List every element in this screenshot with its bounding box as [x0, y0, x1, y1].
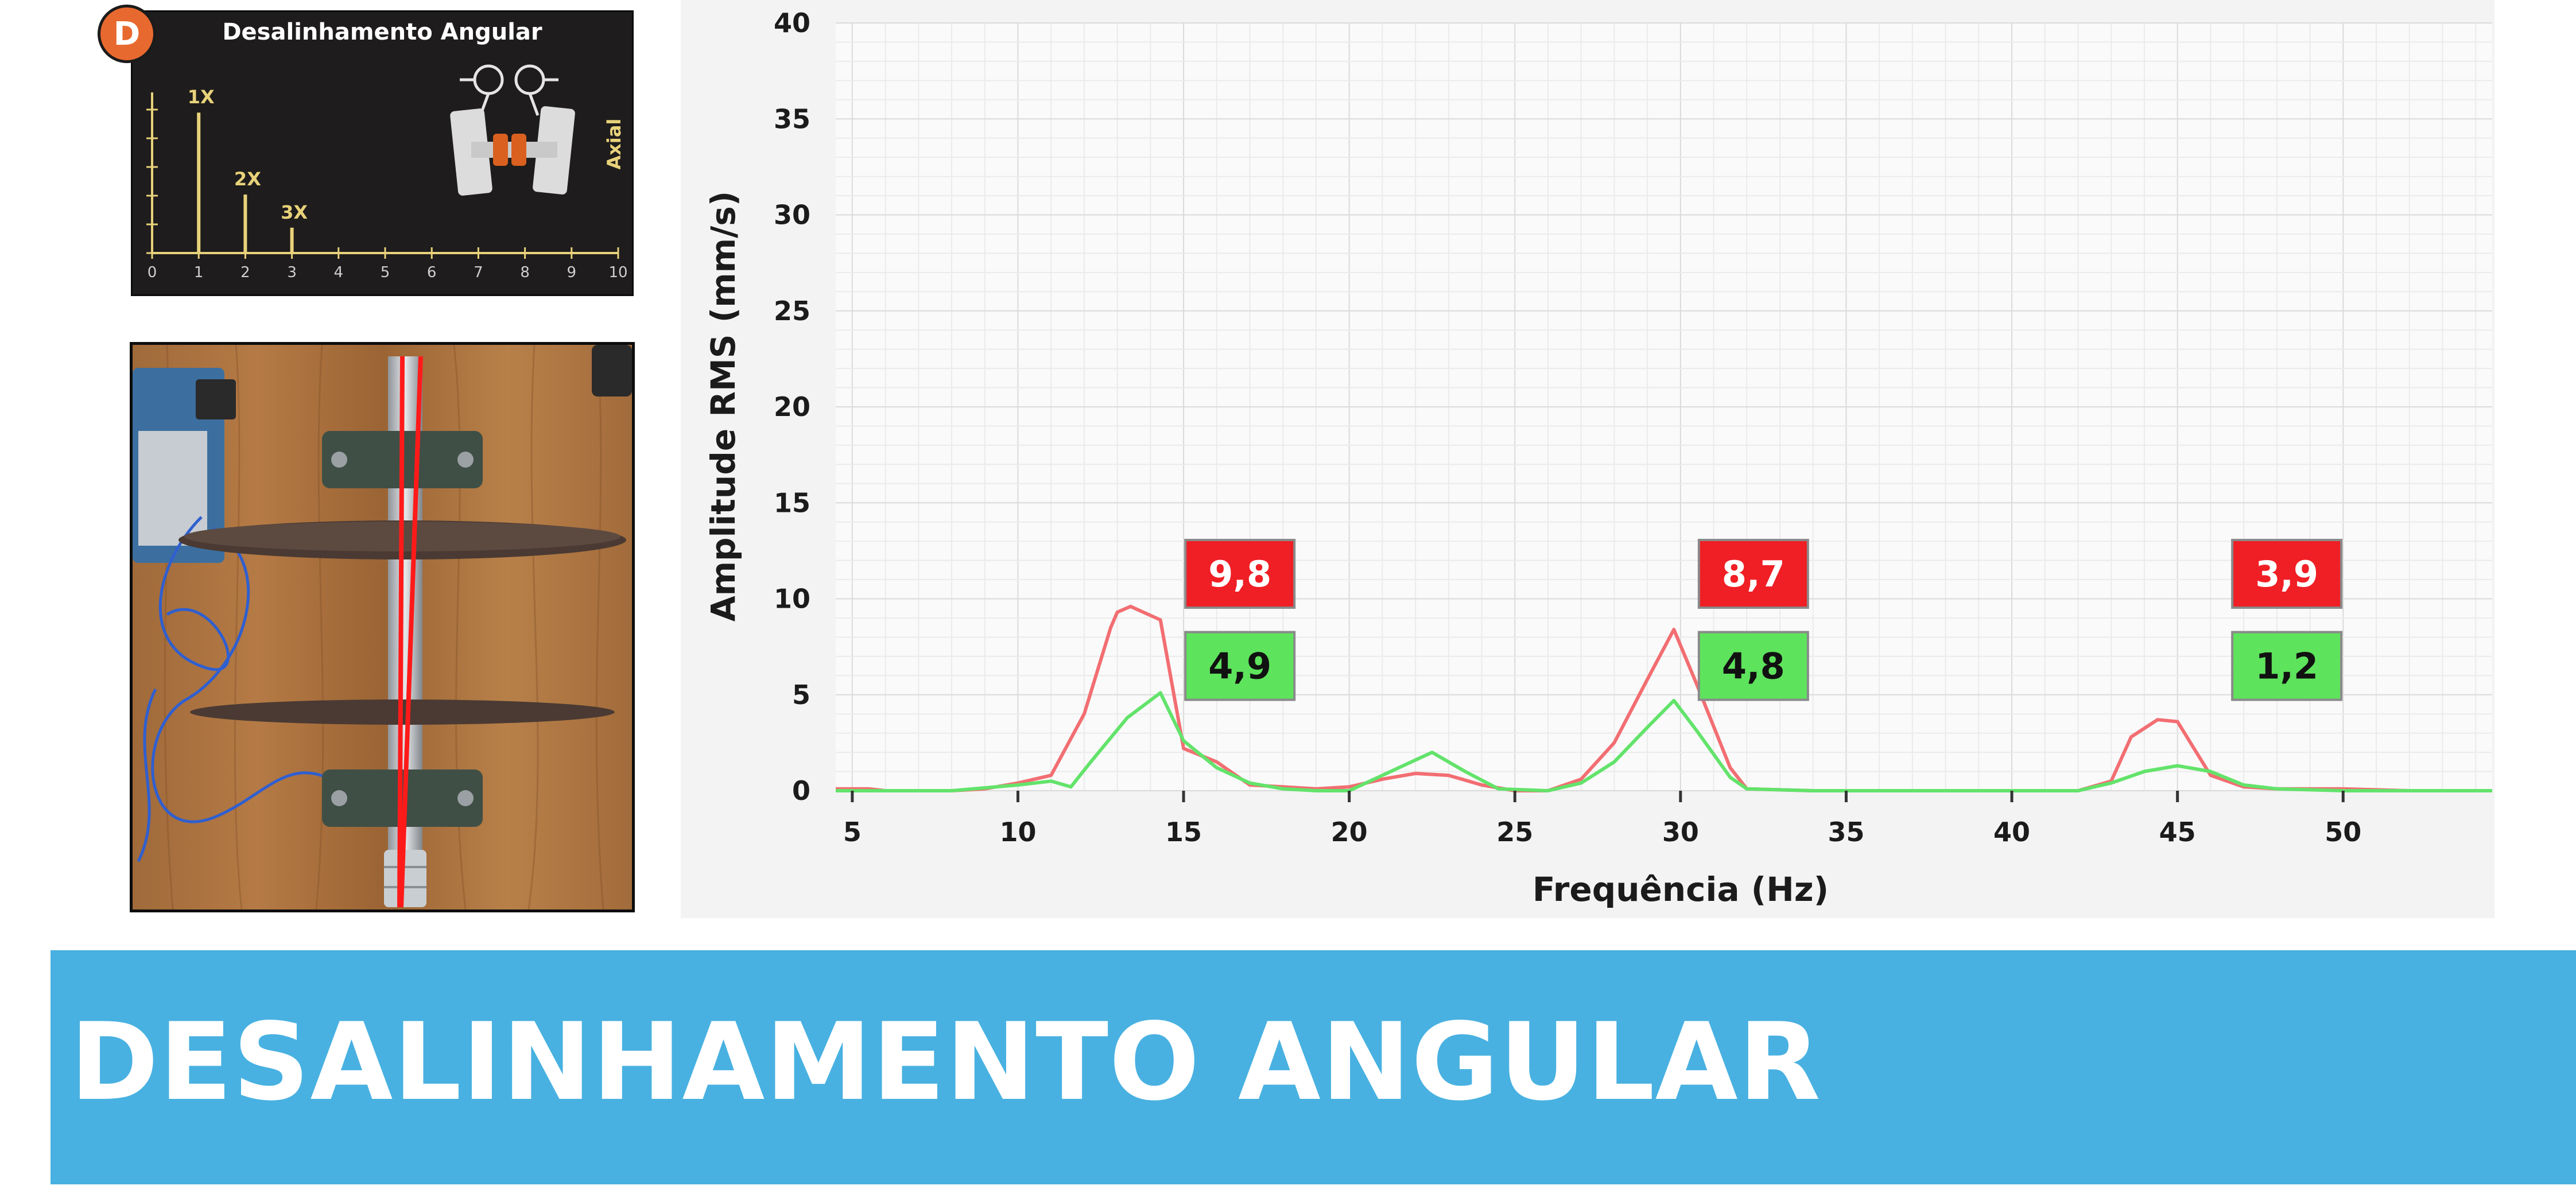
section-badge: D: [98, 5, 156, 63]
reference-peak-label: 2X: [234, 168, 261, 190]
value-label-box: [1697, 539, 1809, 609]
reference-tick-label: 1: [194, 264, 204, 281]
reference-tick-label: 0: [148, 264, 157, 281]
reference-tick-label: 3: [287, 264, 297, 281]
title-banner: DESALINHAMENTO ANGULAR: [51, 950, 2576, 1184]
x-tick-label: 35: [1828, 817, 1864, 848]
axial-label: Axial: [603, 119, 625, 170]
spectrum-chart: 5 10 15 20 25 30 35 40 45 50 0 5 10 15 20 25 30 35 40 9,8 8…: [681, 0, 2494, 918]
value-label-box: [1697, 631, 1809, 701]
x-tick-label: 20: [1331, 817, 1368, 848]
y-tick-label: 35: [774, 103, 810, 134]
test-rig-photo: [130, 342, 635, 912]
reference-tick-label: 10: [608, 264, 627, 281]
y-tick-label: 40: [774, 7, 810, 38]
y-tick-label: 15: [774, 487, 810, 518]
x-tick-label: 45: [2159, 817, 2196, 848]
reference-peak-label: 1X: [188, 86, 215, 108]
value-label: 3,9: [2255, 553, 2318, 595]
value-label: 9,8: [1208, 553, 1271, 595]
reference-peaks: 1X 2X 3X: [188, 86, 308, 253]
value-label: 1,2: [2255, 646, 2318, 687]
value-label: 8,7: [1722, 553, 1785, 595]
value-label-box: [2231, 539, 2343, 609]
x-tick-label: 25: [1496, 817, 1533, 848]
value-label-box: [1184, 631, 1296, 701]
x-tick-label: 10: [999, 817, 1036, 848]
chart-annotations: 9,8 8,7 3,9 4,9 4,8 1,2: [1184, 539, 2343, 701]
reference-title: Desalinhamento Angular: [222, 19, 542, 45]
x-axis-title: Frequência (Hz): [1533, 870, 1829, 909]
y-tick-label: 0: [792, 775, 810, 806]
reference-tick-label: 2: [240, 264, 250, 281]
x-tick-label: 30: [1662, 817, 1699, 848]
x-tick-label: 50: [2325, 817, 2361, 848]
reference-tick-label: 5: [381, 264, 390, 281]
chart-series: [836, 604, 2492, 792]
test-rig-illustration: [133, 345, 632, 910]
x-tick-label: 15: [1165, 817, 1202, 848]
y-tick-label: 30: [774, 200, 810, 231]
y-tick-label: 10: [774, 584, 810, 615]
y-tick-label: 20: [774, 391, 810, 422]
chart-grid: [836, 22, 2492, 791]
y-tick-label: 25: [774, 296, 810, 327]
reference-tick-label: 7: [474, 264, 483, 281]
reference-tick-label: 4: [334, 264, 344, 281]
x-tick-label: 5: [843, 817, 862, 848]
x-tick-label: 40: [1993, 817, 2030, 848]
value-label: 4,9: [1208, 646, 1271, 687]
banner-title: DESALINHAMENTO ANGULAR: [70, 1000, 1821, 1124]
value-label-box: [2231, 631, 2343, 701]
y-tick-label: 5: [792, 679, 810, 710]
reference-tick-label: 8: [520, 264, 530, 281]
value-label: 4,8: [1722, 646, 1785, 687]
y-axis-title: Amplitude RMS (mm/s): [704, 191, 743, 622]
chart-ticks: 5 10 15 20 25 30 35 40 45 50 0 5 10 15 20 25 30 35 40: [774, 7, 2361, 848]
reference-tick-label: 9: [567, 264, 577, 281]
reference-spectrum-card: 0 1 2 3 4 5 6 7 8 9 10 1X 2X 3X Axial Desalinhamento…: [131, 10, 634, 296]
reference-peak-label: 3X: [281, 201, 308, 223]
reference-spectrum: 0 1 2 3 4 5 6 7 8 9 10 1X 2X 3X Axial: [146, 64, 628, 281]
value-label-box: [1184, 539, 1296, 609]
coupling-icon: [450, 64, 575, 196]
series-line-2: [836, 691, 2492, 792]
reference-tick-label: 6: [427, 264, 437, 281]
